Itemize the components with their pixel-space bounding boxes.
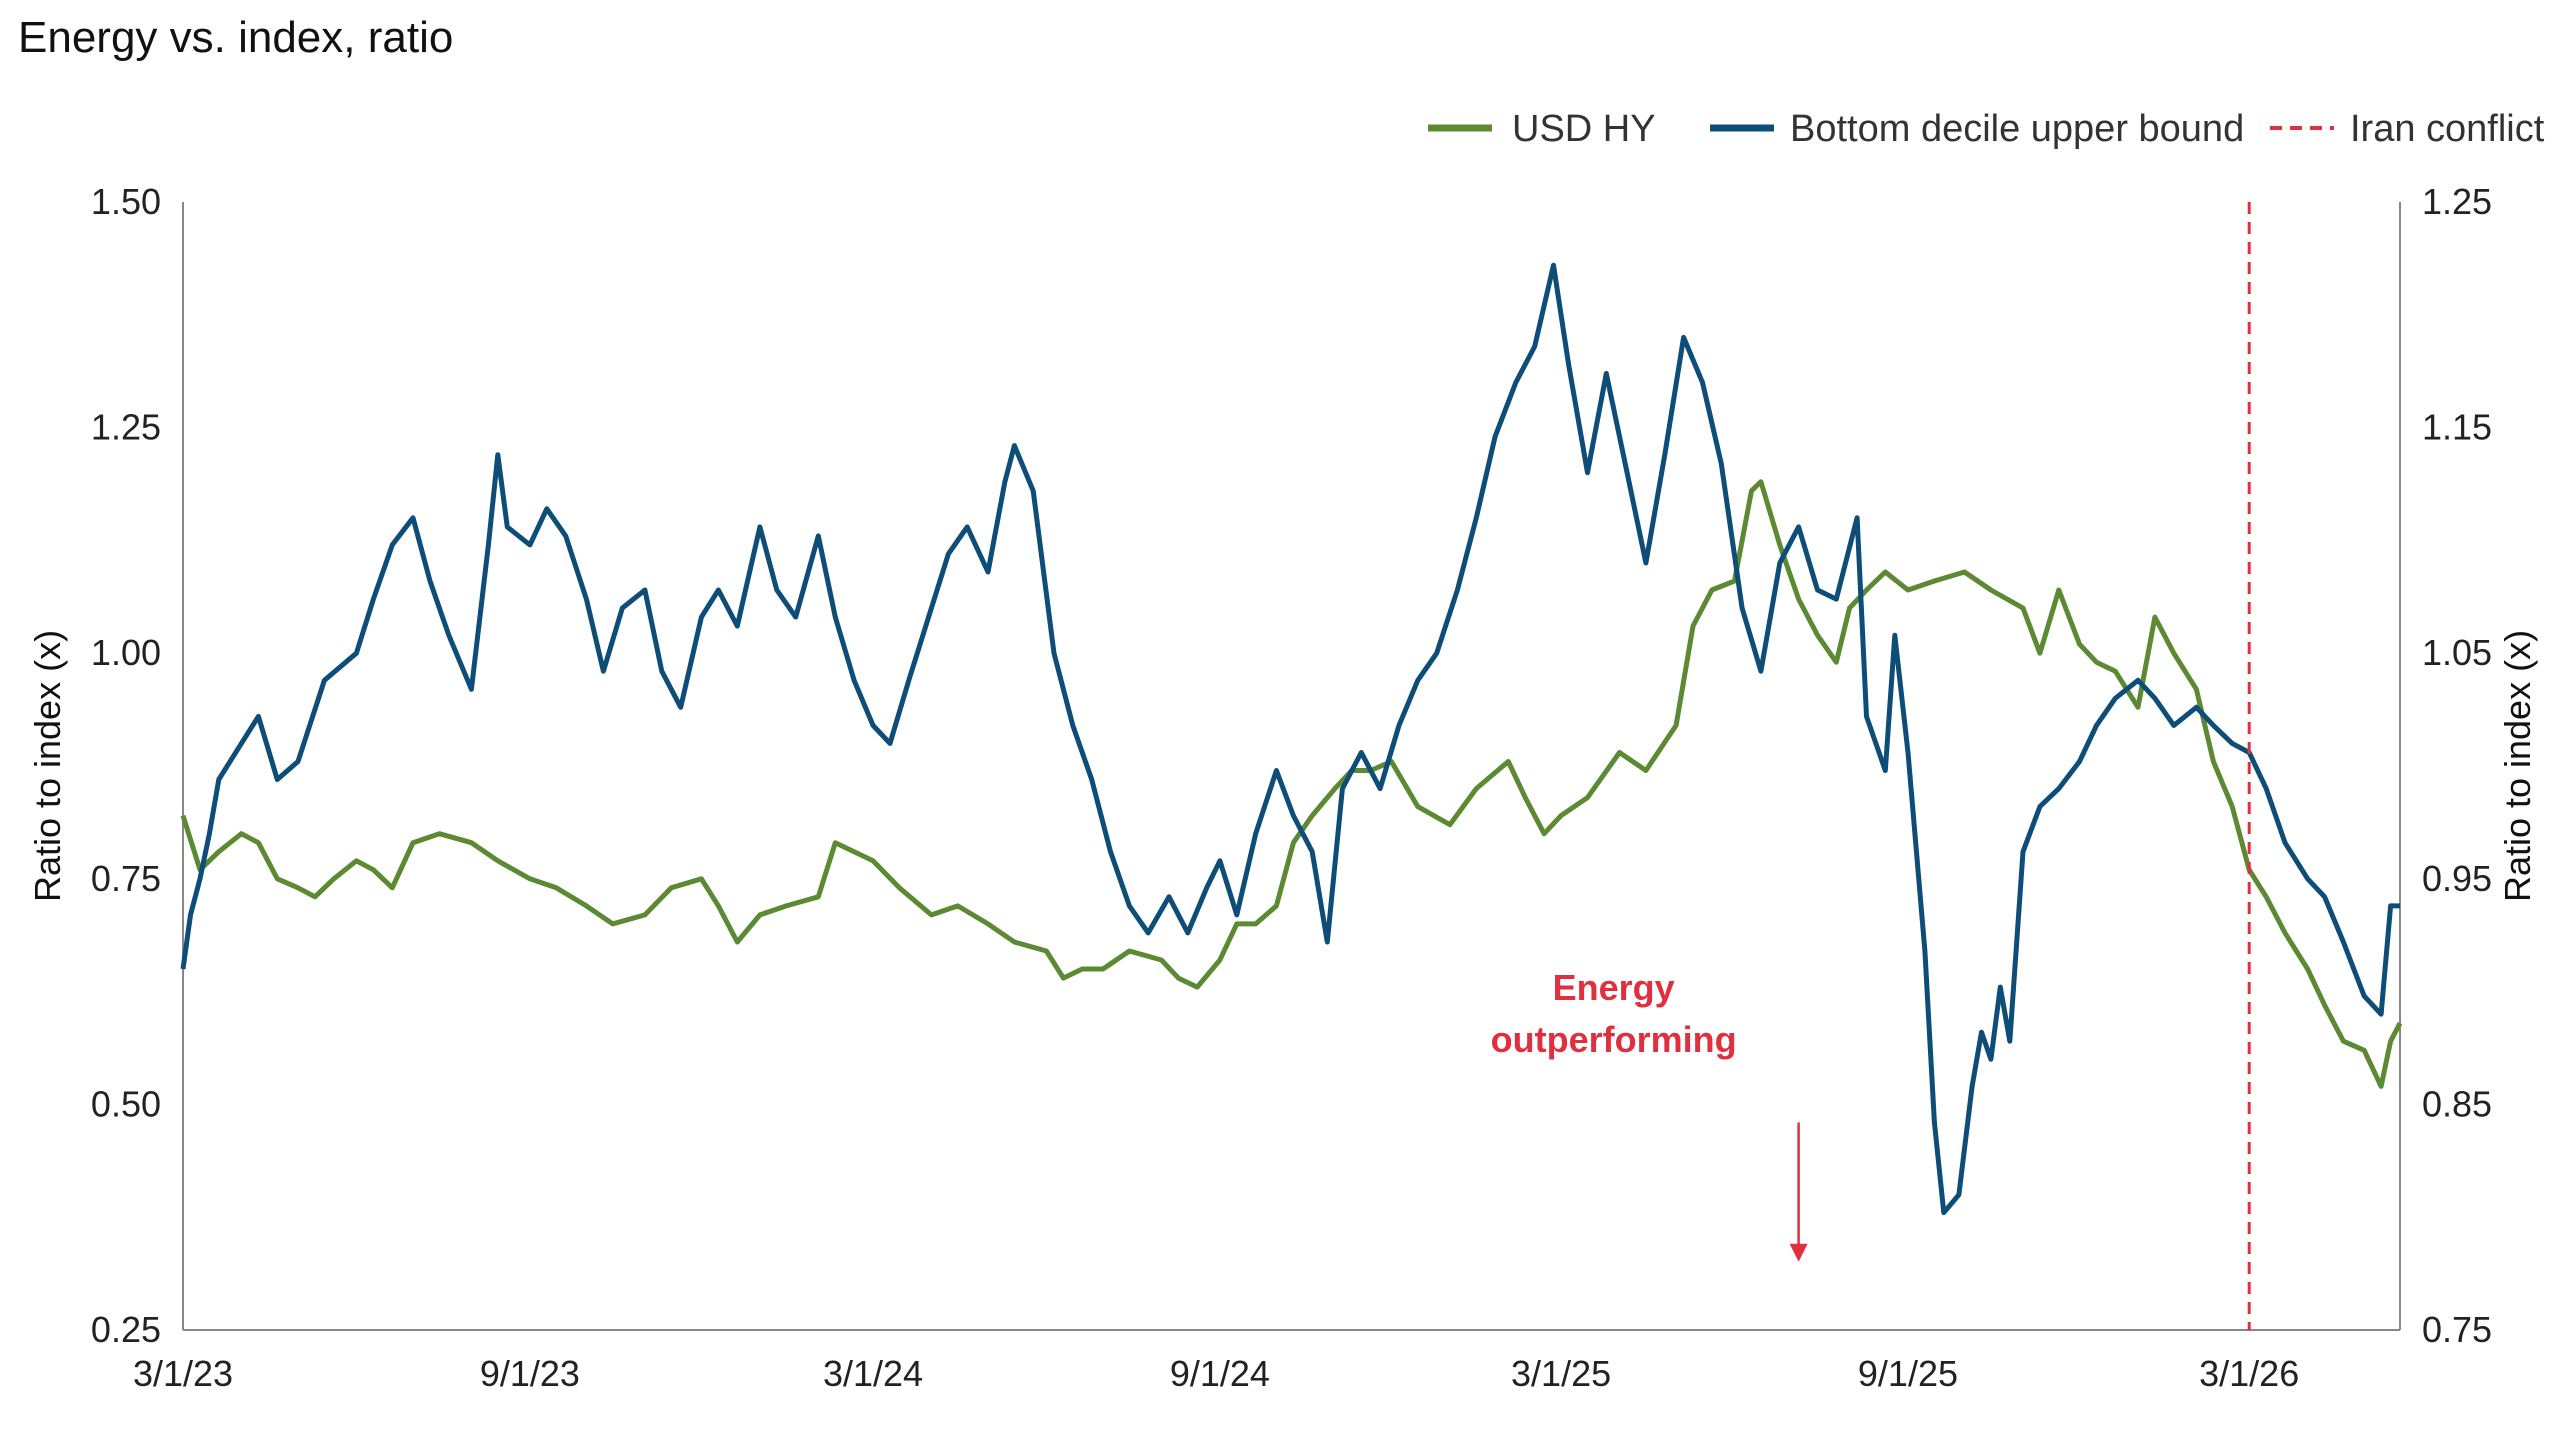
right-axis-title: Ratio to index (x) xyxy=(2497,630,2538,902)
legend-label-usd-hy: USD HY xyxy=(1512,108,1656,150)
left-y-tick-label: 0.25 xyxy=(91,1309,161,1350)
x-tick-label: 9/1/24 xyxy=(1170,1353,1270,1394)
legend: USD HY Bottom decile upper bound Iran co… xyxy=(1428,108,2545,150)
series-line-bottom-decile xyxy=(180,262,2400,1216)
left-y-tick-label: 1.50 xyxy=(91,181,161,222)
annotation-arrow-head xyxy=(1789,1243,1808,1262)
right-y-tick-label: 0.95 xyxy=(2422,858,2492,899)
x-tick-label: 9/1/25 xyxy=(1858,1353,1958,1394)
left-y-tick-label: 0.75 xyxy=(91,858,161,899)
legend-label-bottom-decile: Bottom decile upper bound xyxy=(1790,108,2244,150)
right-y-tick-label: 1.15 xyxy=(2422,407,2492,448)
chart-title: Energy vs. index, ratio xyxy=(18,13,453,62)
annotation-text-line: Energy xyxy=(1553,967,1675,1008)
left-y-tick-label: 0.50 xyxy=(91,1083,161,1124)
left-axis-title: Ratio to index (x) xyxy=(27,630,68,902)
left-y-tick-label: 1.00 xyxy=(91,632,161,673)
legend-label-iran-conflict: Iran conflict xyxy=(2350,108,2545,150)
annotation-text-line: outperforming xyxy=(1491,1019,1737,1060)
annotation: Energy outperforming xyxy=(1491,967,1808,1262)
left-y-tick-labels: 0.25 0.50 0.75 1.00 1.25 1.50 xyxy=(91,181,161,1350)
right-y-tick-label: 0.85 xyxy=(2422,1083,2492,1124)
right-y-tick-label: 0.75 xyxy=(2422,1309,2492,1350)
x-tick-label: 3/1/24 xyxy=(823,1353,923,1394)
x-tick-label: 3/1/23 xyxy=(133,1353,233,1394)
x-tick-label: 3/1/26 xyxy=(2199,1353,2299,1394)
x-tick-labels: 3/1/23 9/1/23 3/1/24 9/1/24 3/1/25 9/1/2… xyxy=(133,1353,2299,1394)
right-y-tick-labels: 0.75 0.85 0.95 1.05 1.15 1.25 xyxy=(2422,181,2492,1350)
right-y-tick-label: 1.05 xyxy=(2422,632,2492,673)
x-tick-label: 3/1/25 xyxy=(1511,1353,1611,1394)
series-line-usd-hy xyxy=(180,479,2403,1089)
left-y-tick-label: 1.25 xyxy=(91,407,161,448)
right-y-tick-label: 1.25 xyxy=(2422,181,2492,222)
x-tick-label: 9/1/23 xyxy=(480,1353,580,1394)
